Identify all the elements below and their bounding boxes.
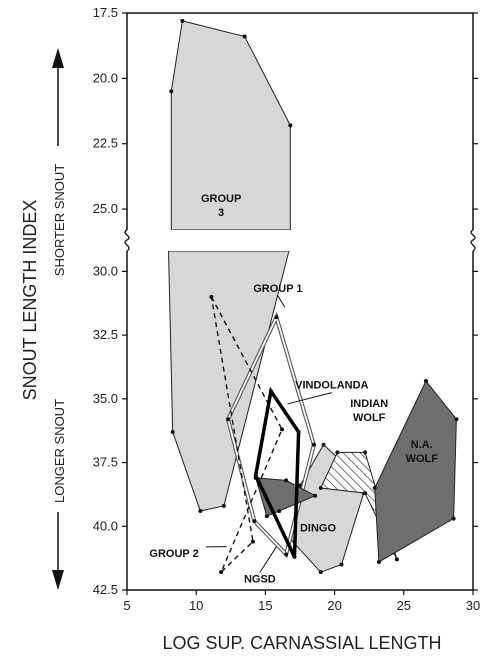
group-1-point-4 bbox=[226, 417, 231, 422]
y-tick-label-35: 35.0 bbox=[93, 391, 118, 406]
y-tick-label-40: 40.0 bbox=[93, 518, 118, 533]
ngsd-point-3 bbox=[277, 508, 282, 513]
group-3-point-lower-3 bbox=[198, 508, 203, 513]
vindolanda-point-2 bbox=[292, 554, 297, 559]
n-a-wolf-point-0 bbox=[423, 378, 428, 383]
y-tick-label-37-5: 37.5 bbox=[93, 455, 118, 470]
vindolanda-point-0 bbox=[268, 389, 273, 394]
x-tick-label-25: 25 bbox=[397, 598, 411, 613]
longer-snout-label: LONGER SNOUT bbox=[52, 399, 67, 503]
group-1-point-2 bbox=[284, 552, 289, 557]
dingo-point-0 bbox=[321, 442, 326, 447]
vindolanda-label: VINDOLANDA bbox=[295, 380, 368, 392]
vindolanda-leader bbox=[287, 392, 332, 405]
n-a-wolf-label-line-1: WOLF bbox=[406, 453, 439, 465]
group-1-point-0 bbox=[274, 315, 279, 320]
y-axis-title: SNOUT LENGTH INDEX bbox=[20, 200, 40, 401]
group-2-point-3 bbox=[250, 539, 255, 544]
group-3-point-upper-0 bbox=[180, 18, 185, 23]
y-tick-label-42-5: 42.5 bbox=[93, 582, 118, 597]
indian-wolf-label-line-1: WOLF bbox=[353, 412, 386, 424]
ngsd-point-4 bbox=[264, 514, 269, 519]
x-tick-label-15: 15 bbox=[258, 598, 272, 613]
n-a-wolf-point-1 bbox=[454, 417, 459, 422]
x-tick-label-20: 20 bbox=[327, 598, 341, 613]
ngsd-point-1 bbox=[284, 478, 289, 483]
x-tick-label-5: 5 bbox=[123, 598, 130, 613]
ngsd-leader bbox=[259, 546, 277, 573]
y-tick-label-22-5: 22.5 bbox=[93, 136, 118, 151]
y-tick-label-25: 25.0 bbox=[93, 201, 118, 216]
axis-break-left bbox=[124, 229, 130, 252]
y-tick-label-17-5: 17.5 bbox=[93, 5, 118, 20]
y-tick-label-20: 20.0 bbox=[93, 70, 118, 85]
arrow-down bbox=[52, 512, 64, 590]
group-3-point-upper-1 bbox=[242, 34, 247, 39]
n-a-wolf-point-2 bbox=[451, 516, 456, 521]
group-3-point-upper-5 bbox=[169, 89, 174, 94]
vindolanda-point-3 bbox=[253, 473, 258, 478]
group-2-point-0 bbox=[209, 294, 214, 299]
dingo-point-3 bbox=[339, 562, 344, 567]
group-1-point-3 bbox=[252, 519, 257, 524]
n-a-wolf-point-4 bbox=[372, 486, 377, 491]
ngsd-point-2 bbox=[313, 493, 318, 498]
indian-wolf-point-2 bbox=[394, 557, 399, 562]
group-2-point-2 bbox=[219, 570, 224, 575]
group-1-leader bbox=[277, 295, 286, 308]
n-a-wolf-label-line-0: N.A. bbox=[411, 439, 433, 451]
group-3-label-line-1: 3 bbox=[218, 207, 224, 219]
axis-break-right bbox=[470, 229, 476, 252]
group-1-label: GROUP 1 bbox=[253, 283, 302, 295]
arrow-up bbox=[52, 48, 64, 146]
group-3-point-upper-2 bbox=[288, 123, 293, 128]
group-3-label-line-0: GROUP bbox=[201, 193, 241, 205]
x-axis-title: LOG SUP. CARNASSIAL LENGTH bbox=[162, 633, 441, 653]
indian-wolf-label-line-0: INDIAN bbox=[350, 398, 388, 410]
ngsd-label: NGSD bbox=[244, 573, 276, 585]
group-2-region bbox=[210, 296, 283, 573]
y-tick-label-30: 30.0 bbox=[93, 263, 118, 278]
x-tick-label-10: 10 bbox=[189, 598, 203, 613]
indian-wolf-point-0 bbox=[335, 450, 340, 455]
group-3-point-lower-2 bbox=[221, 503, 226, 508]
y-tick-label-32-5: 32.5 bbox=[93, 327, 118, 342]
group-3-point-lower-4 bbox=[170, 429, 175, 434]
group-1-point-1 bbox=[311, 442, 316, 447]
dingo-label: DINGO bbox=[300, 522, 337, 534]
indian-wolf-point-1 bbox=[363, 450, 368, 455]
axis-break-gap bbox=[123, 230, 477, 251]
group-2-point-1 bbox=[280, 427, 285, 432]
dingo-point-4 bbox=[318, 570, 323, 575]
x-tick-label-30: 30 bbox=[466, 598, 480, 613]
indian-wolf-point-3 bbox=[363, 491, 368, 496]
group-1-inner-line bbox=[227, 314, 315, 557]
dingo-point-6 bbox=[298, 483, 302, 488]
shorter-snout-label: SHORTER SNOUT bbox=[52, 164, 67, 276]
n-a-wolf-point-3 bbox=[376, 559, 381, 564]
n-a-wolf-region bbox=[374, 380, 457, 563]
indian-wolf-point-4 bbox=[318, 486, 323, 491]
group-2-label: GROUP 2 bbox=[149, 548, 198, 560]
vindolanda-point-1 bbox=[296, 429, 301, 434]
